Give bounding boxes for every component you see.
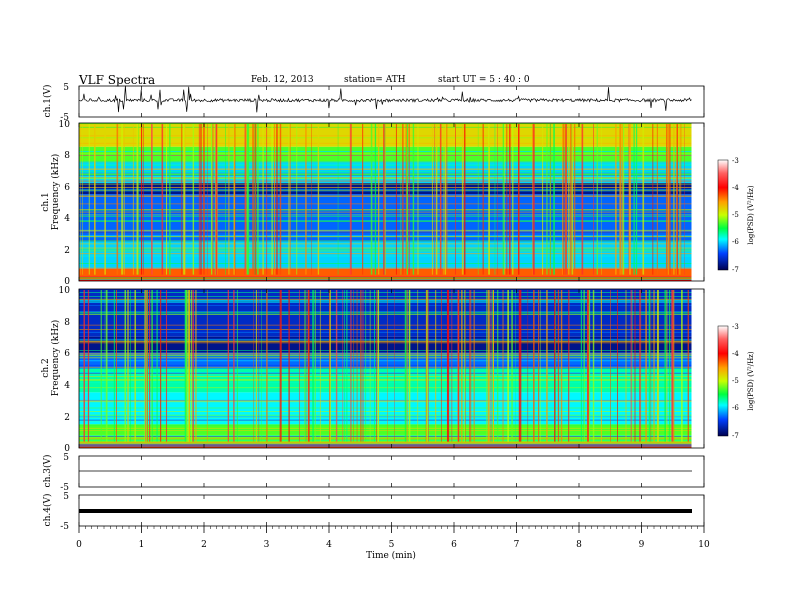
- ch2-colorbar: -3 -4 -5 -6 -7 log(PSD) (V²/Hz): [717, 323, 755, 440]
- ch2-ytick-4: 4: [64, 381, 70, 391]
- xtick-2: 2: [201, 540, 207, 550]
- ch2-ytick-10: 10: [59, 286, 71, 296]
- ch1-colorbar-tick-neg6: -6: [732, 238, 739, 246]
- xtick-1: 1: [139, 540, 145, 550]
- ch1-colorbar-tick-neg3: -3: [732, 157, 739, 165]
- xtick-9: 9: [639, 540, 645, 550]
- start-time-label: start UT = 5 : 40 : 0: [438, 75, 530, 85]
- xtick-7: 7: [514, 540, 520, 550]
- ch2-frequency-axis-label: Frequency (kHz): [50, 320, 61, 397]
- ch2-colorbar-tick-neg3: -3: [732, 323, 739, 331]
- ch1-colorbar-tick-neg5: -5: [732, 211, 739, 219]
- ch1-waveform-trace: [78, 85, 692, 113]
- ch2-colorbar-tick-neg4: -4: [732, 350, 739, 358]
- ch2-colorbar-label: log(PSD) (V²/Hz): [747, 351, 755, 410]
- xtick-10: 10: [698, 540, 710, 550]
- xtick-3: 3: [264, 540, 270, 550]
- ch1-ytick-10: 10: [59, 120, 71, 130]
- ch1-channel-label: ch.1: [41, 192, 51, 211]
- ch1-colorbar: -3 -4 -5 -6 -7 log(PSD) (V²/Hz): [717, 157, 755, 274]
- xtick-6: 6: [451, 540, 457, 550]
- ch3-waveform-ytick-top: 5: [63, 453, 69, 463]
- ch1-ytick-2: 2: [64, 246, 70, 256]
- ch2-colorbar-tick-neg6: -6: [732, 404, 739, 412]
- ch2-spectrogram-image: [79, 289, 692, 448]
- ch1-ytick-0: 0: [64, 277, 70, 287]
- ch2-ytick-0: 0: [64, 444, 70, 454]
- xtick-8: 8: [576, 540, 582, 550]
- ch2-spectrogram-panel: ch.2 Frequency (kHz) 0 2 4 6 8 10: [41, 286, 705, 454]
- time-axis: 0 1 2 3 4 5 6 7 8 9 10 Time (min): [76, 540, 710, 561]
- ch1-waveform-ytick-bottom: -5: [60, 113, 69, 123]
- station-label: station= ATH: [344, 75, 406, 85]
- ch4-waveform-ylabel: ch.4(V): [42, 494, 53, 527]
- ch2-colorbar-scale: [717, 325, 729, 437]
- ch1-waveform-frame: [78, 85, 705, 118]
- ch1-frequency-axis-label: Frequency (kHz): [50, 154, 61, 231]
- ch2-ytick-6: 6: [64, 349, 70, 359]
- ch1-ytick-8: 8: [64, 151, 70, 161]
- ch3-waveform-frame: [78, 455, 705, 488]
- xtick-4: 4: [326, 540, 332, 550]
- time-axis-ticks: [78, 86, 705, 533]
- ch2-colorbar-tick-neg5: -5: [732, 377, 739, 385]
- ch1-ytick-6: 6: [64, 183, 70, 193]
- ch1-waveform-ylabel: ch.1(V): [42, 85, 53, 118]
- ch3-waveform-ylabel: ch.3(V): [42, 455, 53, 488]
- ch1-colorbar-scale: [717, 159, 729, 271]
- ch4-waveform-ytick-bottom: -5: [60, 522, 69, 532]
- ch4-waveform-trace: [79, 509, 692, 513]
- ch1-colorbar-label: log(PSD) (V²/Hz): [747, 185, 755, 244]
- date-label: Feb. 12, 2013: [251, 75, 314, 85]
- ch4-waveform-ytick-top: 5: [63, 492, 69, 502]
- ch2-ytick-2: 2: [64, 413, 70, 423]
- ch2-colorbar-tick-neg7: -7: [732, 432, 739, 440]
- figure-title: VLF Spectra: [78, 73, 155, 87]
- time-axis-label: Time (min): [366, 550, 416, 561]
- ch3-waveform-ytick-bottom: -5: [60, 483, 69, 493]
- ch1-colorbar-tick-neg4: -4: [732, 184, 739, 192]
- ch1-ytick-4: 4: [64, 214, 70, 224]
- xtick-5: 5: [389, 540, 395, 550]
- ch2-channel-label: ch.2: [41, 358, 51, 377]
- ch1-spectrogram-panel: ch.1 Frequency (kHz) 0 2 4 6 8 10: [41, 120, 705, 287]
- ch1-spectrogram-image: [79, 123, 692, 281]
- ch1-waveform-ytick-top: 5: [63, 83, 69, 93]
- ch2-ytick-8: 8: [64, 318, 70, 328]
- ch1-colorbar-tick-neg7: -7: [732, 266, 739, 274]
- xtick-0: 0: [76, 540, 82, 550]
